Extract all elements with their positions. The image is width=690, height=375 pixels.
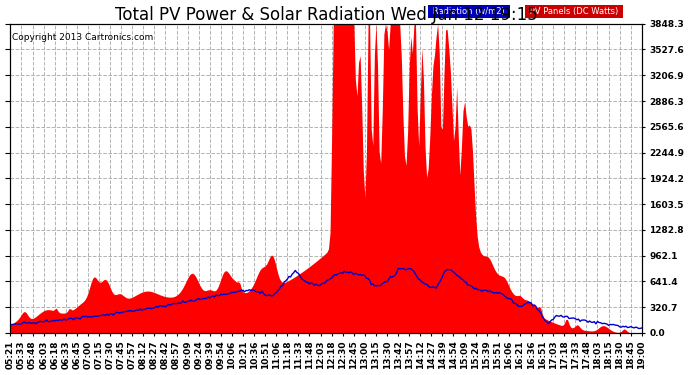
Title: Total PV Power & Solar Radiation Wed Jun 12 19:15: Total PV Power & Solar Radiation Wed Jun… — [115, 6, 538, 24]
Text: Radiation (w/m2): Radiation (w/m2) — [431, 7, 508, 16]
Text: PV Panels (DC Watts): PV Panels (DC Watts) — [527, 7, 621, 16]
Text: Copyright 2013 Cartronics.com: Copyright 2013 Cartronics.com — [12, 33, 153, 42]
